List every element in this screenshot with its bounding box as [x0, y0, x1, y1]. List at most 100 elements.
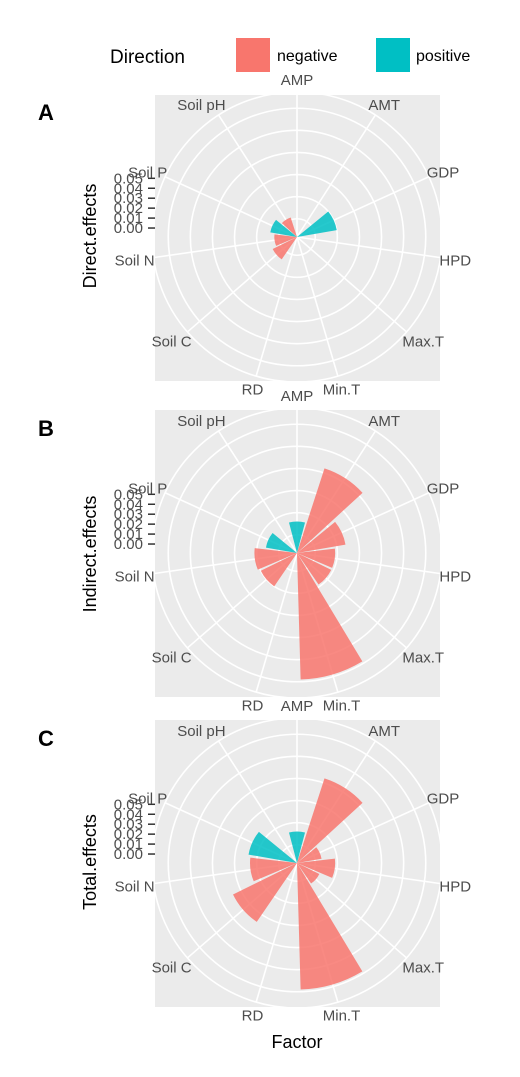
category-label: Max.T	[402, 649, 444, 666]
legend-swatch-negative	[236, 38, 270, 72]
category-label: Soil N	[115, 252, 155, 269]
category-label: AMT	[368, 97, 400, 114]
bar-amt	[297, 778, 363, 863]
panel-c: C Total.effects AMP AMT GDP HPD Max.T Min.T RD…	[38, 698, 471, 1025]
y-axis-title: Total.effects	[80, 814, 100, 910]
panel-tag: C	[38, 726, 54, 751]
grid-spoke	[296, 236, 408, 333]
y-axis-title: Indirect.effects	[80, 496, 100, 613]
category-label: Max.T	[402, 333, 444, 350]
category-label: Soil N	[115, 878, 155, 895]
y-tick-label: 0.05	[114, 796, 143, 813]
grid-spoke	[255, 236, 298, 377]
category-label: AMP	[281, 72, 314, 89]
grid-spoke	[296, 114, 377, 238]
y-tick-label: 0.05	[114, 170, 143, 187]
y-tick-label: 0.03	[114, 190, 143, 207]
category-label: HPD	[439, 252, 471, 269]
category-label: Soil N	[115, 568, 155, 585]
y-tick-label: 0.01	[114, 836, 143, 853]
bar-hpd	[297, 548, 336, 568]
category-label: Soil C	[152, 333, 192, 350]
panel-a: A Direct.effects AMP AMT GDP HPD Max.T Min.T R…	[38, 72, 471, 399]
bar-min-t	[297, 863, 363, 990]
legend: Direction negative positive	[110, 38, 470, 72]
y-tick-label: 0.04	[114, 806, 143, 823]
category-label: AMP	[281, 388, 314, 405]
bar-soil-c	[233, 863, 297, 922]
x-axis-title: Factor	[271, 1032, 322, 1052]
grid-spoke	[255, 552, 298, 693]
grid-spoke	[296, 236, 441, 259]
grid-spoke	[217, 740, 298, 864]
category-label: Soil P	[128, 790, 167, 807]
legend-label-negative: negative	[277, 48, 338, 65]
y-tick-label: 0.00	[114, 846, 143, 863]
bar-gdp	[297, 211, 337, 237]
y-tick-label: 0.00	[114, 220, 143, 237]
bar-soil-p	[265, 533, 297, 553]
bar-amp	[288, 831, 306, 863]
bar-soil-n	[254, 548, 297, 570]
y-tick-label: 0.02	[114, 826, 143, 843]
category-label: AMT	[368, 413, 400, 430]
bars	[233, 778, 363, 990]
category-label: Soil C	[152, 959, 192, 976]
category-label: GDP	[427, 164, 460, 181]
y-axis-title: Direct.effects	[80, 184, 100, 289]
category-label: RD	[242, 382, 264, 399]
bars	[254, 468, 363, 680]
category-label: Soil pH	[177, 97, 225, 114]
category-label: Min.T	[323, 698, 361, 715]
grid-spoke	[255, 862, 298, 1003]
y-axis-ticks: 0.000.010.020.030.040.05	[114, 796, 155, 863]
grid-spoke	[217, 114, 298, 238]
category-label: GDP	[427, 480, 460, 497]
y-tick-label: 0.01	[114, 210, 143, 227]
bar-soil-n	[250, 857, 297, 882]
y-tick-label: 0.03	[114, 816, 143, 833]
category-labels: AMP AMT GDP HPD Max.T Min.T RD Soil C Soil N Soil…	[115, 388, 472, 715]
y-tick-label: 0.01	[114, 526, 143, 543]
category-label: GDP	[427, 790, 460, 807]
category-label: Soil pH	[177, 723, 225, 740]
grid-spoke	[153, 236, 298, 259]
y-axis-ticks: 0.000.010.020.030.040.05	[114, 170, 155, 237]
y-tick-label: 0.04	[114, 180, 143, 197]
bar-soil-n	[274, 234, 297, 246]
bar-max-t	[297, 863, 320, 884]
category-label: Min.T	[323, 1008, 361, 1025]
bar-amt	[297, 468, 363, 553]
category-label: AMT	[368, 723, 400, 740]
bar-hpd	[297, 858, 336, 878]
bars	[270, 211, 337, 260]
bar-gdp	[297, 521, 346, 553]
y-tick-label: 0.02	[114, 200, 143, 217]
category-labels: AMP AMT GDP HPD Max.T Min.T RD Soil C Soil N Soil…	[115, 72, 472, 399]
category-label: Min.T	[323, 382, 361, 399]
category-label: HPD	[439, 568, 471, 585]
panel-tag: B	[38, 416, 54, 441]
category-label: Max.T	[402, 959, 444, 976]
bar-soil-ph	[281, 217, 297, 237]
category-label: Soil P	[128, 480, 167, 497]
bar-min-t	[297, 553, 363, 680]
category-label: Soil C	[152, 649, 192, 666]
bar-soil-p	[270, 219, 297, 237]
y-tick-label: 0.05	[114, 486, 143, 503]
legend-label-positive: positive	[416, 48, 470, 65]
y-axis-ticks: 0.000.010.020.030.040.05	[114, 486, 155, 553]
bar-soil-p	[248, 831, 297, 863]
legend-title: Direction	[110, 47, 185, 68]
category-label: RD	[242, 698, 264, 715]
bar-soil-c	[272, 237, 297, 260]
gridlines	[151, 91, 443, 383]
grid-spoke	[296, 236, 339, 377]
grid-spoke	[217, 430, 298, 554]
category-label: AMP	[281, 698, 314, 715]
panel-b: B Indirect.effects AMP AMT GDP HPD Max.T Min.…	[38, 388, 471, 715]
category-label: Soil pH	[177, 413, 225, 430]
bar-soil-c	[260, 553, 297, 587]
category-label: Soil P	[128, 164, 167, 181]
